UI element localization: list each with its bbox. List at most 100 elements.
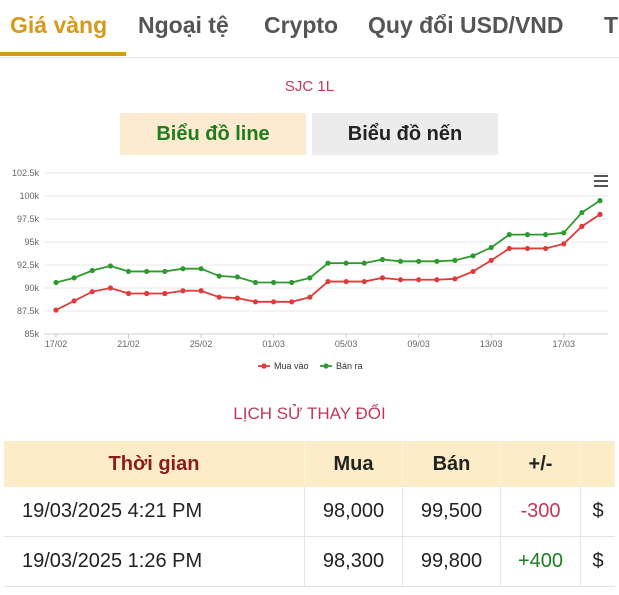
y-tick-label: 85k [24, 329, 39, 339]
x-tick-label: 21/02 [117, 339, 140, 349]
data-point [416, 258, 422, 264]
header-buy: Mua [305, 441, 403, 487]
x-tick-label: 17/02 [45, 339, 68, 349]
data-point [162, 290, 168, 297]
data-point [89, 267, 95, 274]
data-point [524, 245, 531, 252]
data-point [325, 278, 331, 285]
x-tick-label: 01/03 [262, 339, 285, 349]
tab-ngoai-te[interactable]: Ngoại tệ [138, 12, 229, 38]
tab-gia-vang[interactable]: Giá vàng [10, 12, 108, 38]
data-point [271, 299, 277, 305]
data-point [234, 295, 240, 301]
row-extra: $ [592, 500, 604, 522]
row-time: 19/03/2025 4:21 PM [4, 487, 305, 536]
data-point [361, 260, 367, 266]
tab-crypto[interactable]: Crypto [264, 12, 339, 38]
x-tick-label: 17/03 [552, 339, 575, 349]
row-sell: 99,800 [403, 537, 501, 586]
data-point [144, 268, 150, 275]
y-tick-label: 95k [24, 237, 39, 247]
data-point [289, 299, 295, 305]
x-tick-label: 05/03 [335, 339, 358, 349]
row-time: 19/03/2025 1:26 PM [4, 537, 305, 586]
data-point [198, 266, 204, 272]
row-extra: $ [592, 550, 604, 572]
data-point [488, 257, 494, 263]
row-sell: 99,500 [403, 487, 501, 536]
data-point [561, 241, 567, 247]
data-point [434, 258, 440, 264]
y-tick-label: 92.5k [17, 260, 40, 270]
tab-partial[interactable]: T [604, 12, 619, 38]
y-tick-label: 102.5k [12, 168, 40, 178]
data-point [543, 245, 549, 252]
data-point [289, 279, 295, 286]
x-tick-label: 09/03 [407, 339, 430, 349]
table-header-row: Thời gian Mua Bán +/- [4, 441, 615, 487]
header-time: Thời gian [4, 441, 305, 487]
data-point [198, 288, 204, 294]
data-point [506, 232, 512, 238]
table-row: 19/03/2025 4:21 PM 98,000 99,500 -300 $ [4, 487, 615, 537]
header-change: +/- [501, 441, 581, 487]
table-row: 19/03/2025 1:26 PM 98,300 99,800 +400 $ [4, 537, 615, 587]
data-point [343, 278, 349, 285]
data-point [162, 268, 168, 275]
data-point [524, 232, 531, 238]
data-point [252, 279, 259, 286]
data-point [216, 294, 222, 300]
data-point [325, 260, 331, 266]
data-point [597, 211, 603, 217]
row-buy: 98,000 [305, 487, 403, 536]
line-chart-toggle-button[interactable]: Biểu đồ line [120, 113, 306, 155]
data-point [434, 277, 440, 283]
candlestick-chart-toggle-button[interactable]: Biểu đồ nến [312, 113, 498, 155]
data-point [125, 268, 132, 275]
data-point [252, 299, 259, 305]
data-point [416, 277, 422, 283]
data-point [579, 209, 585, 216]
active-tab-underline [0, 52, 126, 56]
data-point [379, 275, 385, 281]
legend-marker [323, 363, 329, 369]
x-tick-label: 13/03 [480, 339, 503, 349]
data-point [597, 198, 603, 204]
data-point [53, 307, 59, 313]
y-tick-label: 97.5k [17, 214, 40, 224]
data-point [361, 278, 367, 285]
data-point [343, 260, 349, 266]
data-point [107, 285, 113, 291]
price-line-chart: 85k 87.5k 90k 92.5k 95k 97.5k 100k 102.5k 17/02 2… [12, 168, 608, 371]
data-point [71, 275, 77, 281]
header-extra [581, 441, 615, 487]
history-table: Thời gian Mua Bán +/- 19/03/2025 4:21 PM… [4, 441, 615, 587]
row-buy: 98,300 [305, 537, 403, 586]
data-point [107, 263, 113, 269]
data-point [307, 294, 313, 300]
history-title: LỊCH SỬ THAY ĐỔI [233, 404, 386, 423]
data-point [379, 256, 385, 263]
data-point [216, 273, 222, 279]
data-point [125, 290, 132, 297]
data-point [579, 223, 585, 229]
hamburger-menu-icon[interactable] [594, 175, 608, 187]
legend-label: Mua vào [274, 361, 309, 371]
data-point [397, 277, 404, 283]
data-point [452, 257, 458, 263]
data-point [53, 279, 59, 286]
legend-marker [261, 363, 267, 369]
data-point [180, 266, 186, 272]
y-tick-label: 87.5k [17, 306, 40, 316]
tab-quy-doi-usd-vnd[interactable]: Quy đổi USD/VND [368, 12, 564, 38]
data-point [470, 253, 476, 259]
data-point [506, 245, 512, 252]
row-change: +400 [501, 537, 581, 586]
data-point [397, 258, 404, 264]
data-point [271, 279, 277, 286]
data-point [488, 244, 494, 251]
data-point [71, 298, 77, 304]
y-tick-label: 90k [24, 283, 39, 293]
legend-label: Bán ra [336, 361, 363, 371]
data-point [180, 288, 186, 294]
